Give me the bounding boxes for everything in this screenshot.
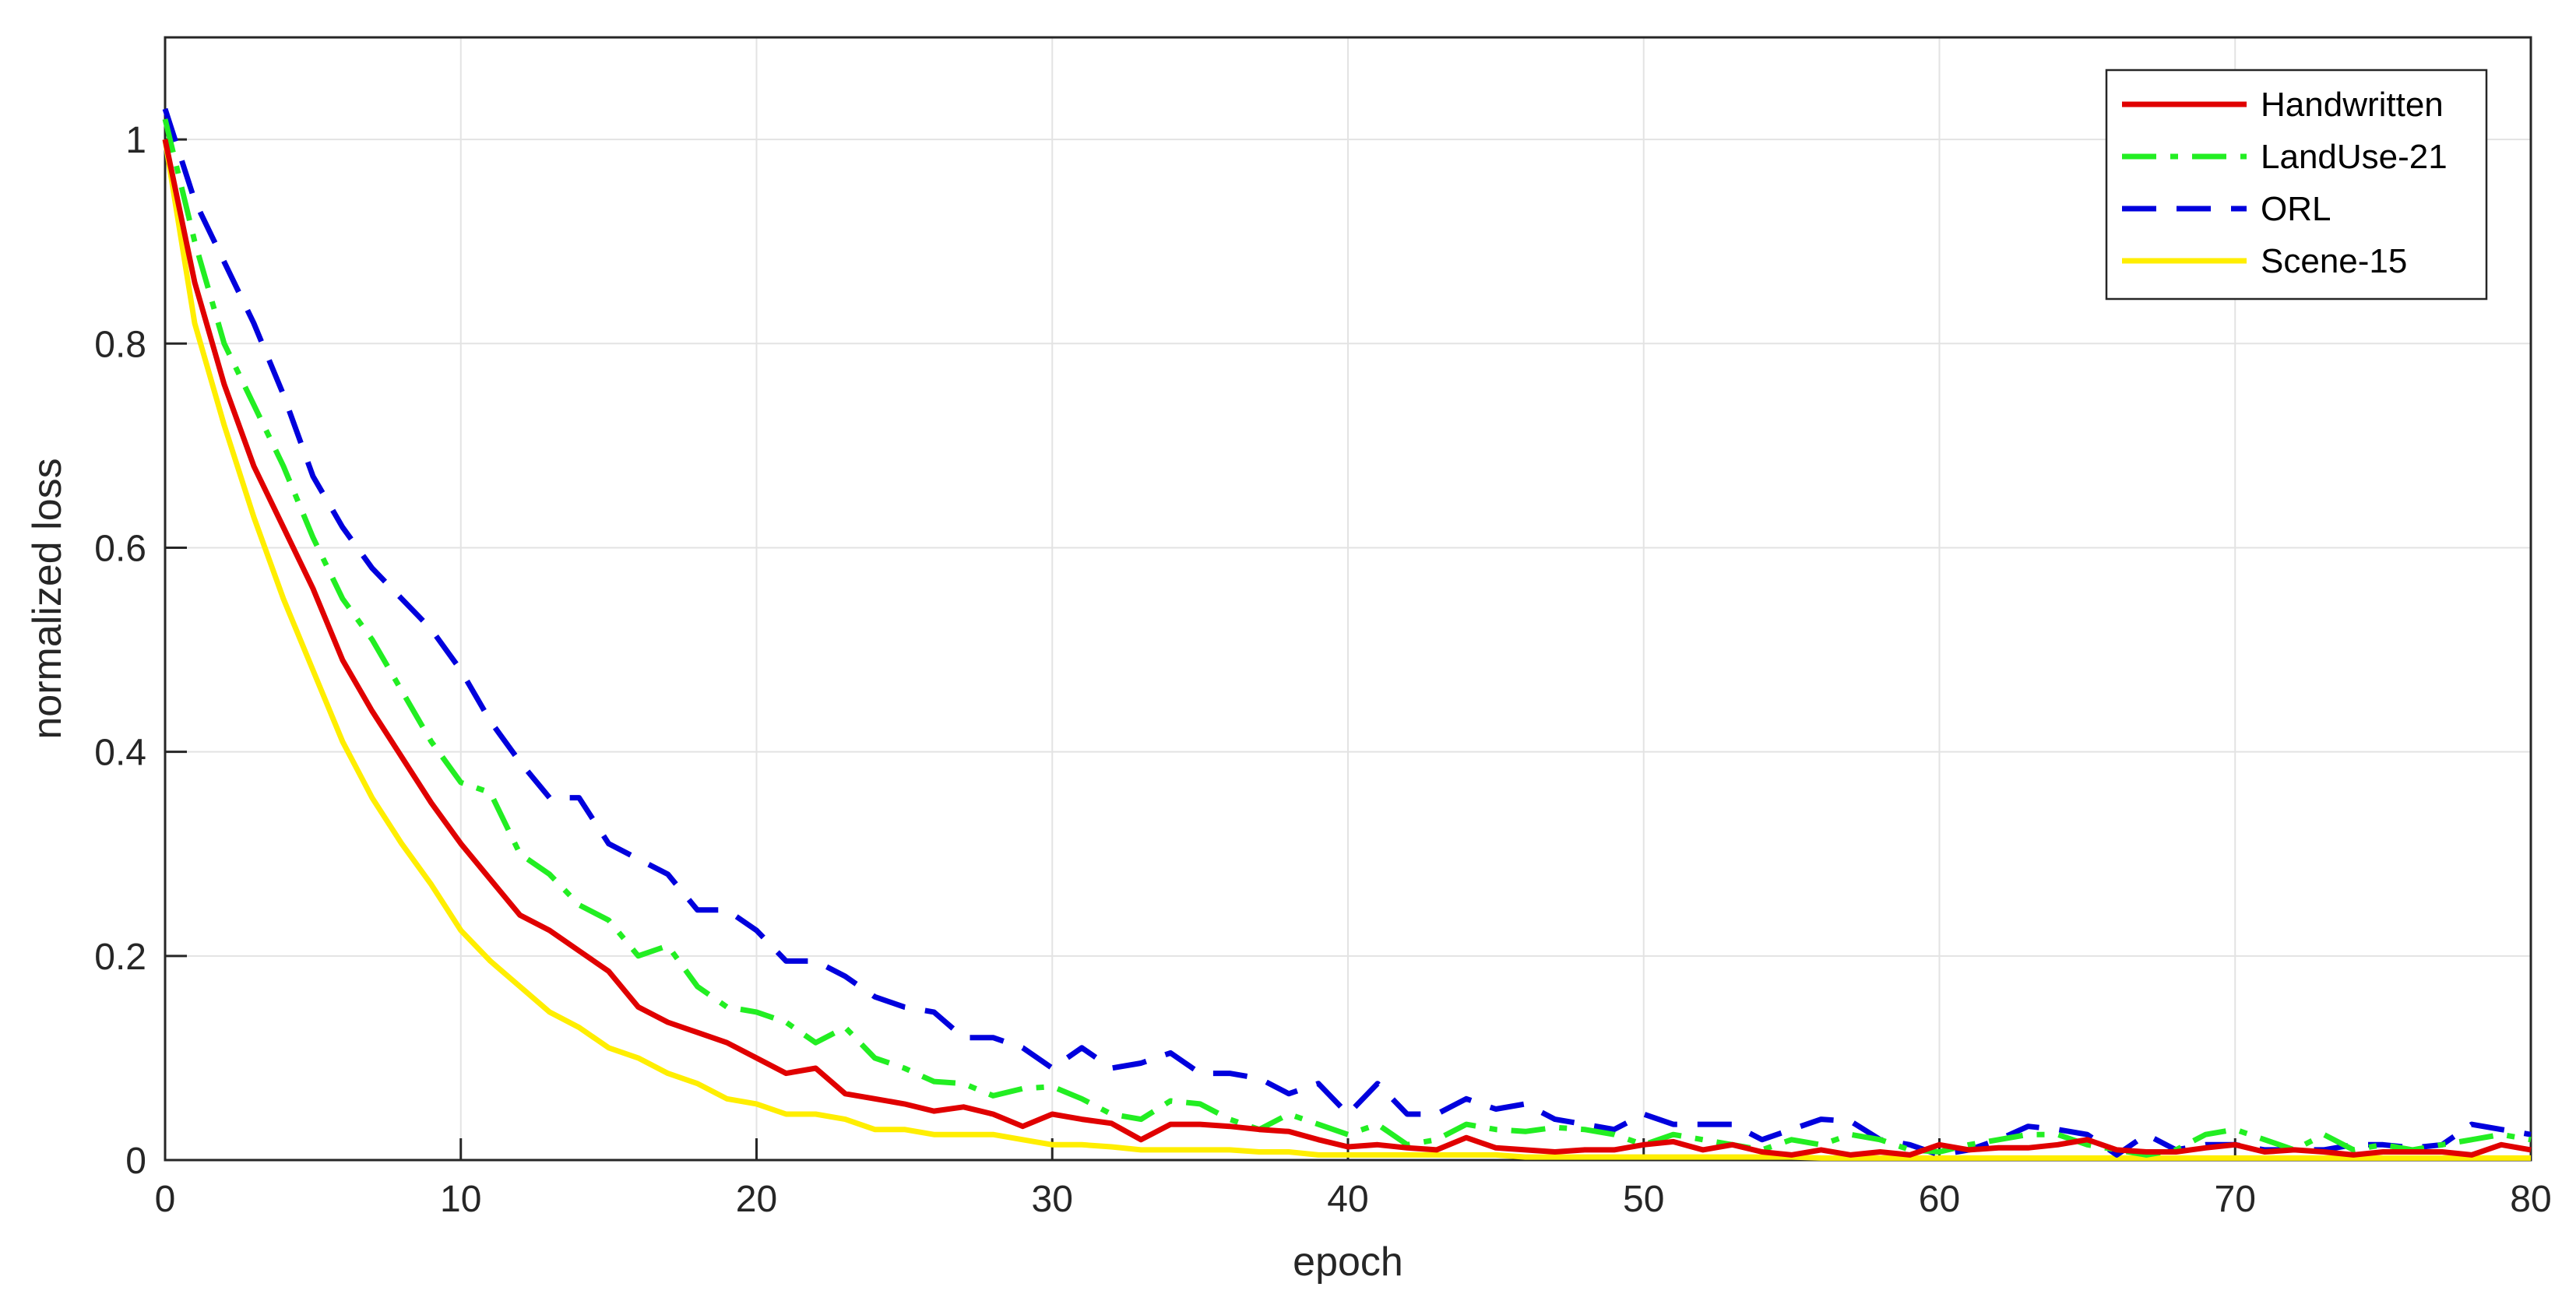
x-tick-label: 10 bbox=[440, 1179, 481, 1220]
x-tick-label: 50 bbox=[1623, 1179, 1664, 1220]
series-line-orl bbox=[162, 107, 2532, 1158]
y-tick-label: 0.6 bbox=[94, 528, 146, 569]
x-tick-label: 20 bbox=[736, 1179, 777, 1220]
legend-label: LandUse-21 bbox=[2261, 138, 2448, 176]
x-tick-label: 0 bbox=[155, 1179, 176, 1220]
x-tick-label: 70 bbox=[2215, 1179, 2256, 1220]
y-tick-label: 0 bbox=[125, 1141, 146, 1182]
x-axis-label: epoch bbox=[1293, 1239, 1403, 1285]
y-axis-label: normalized loss bbox=[25, 458, 70, 739]
x-tick-label: 80 bbox=[2510, 1179, 2551, 1220]
y-tick-labels: 0 0.2 0.4 0.6 0.8 1 bbox=[94, 120, 146, 1182]
legend: Handwritten LandUse-21 ORL Scene-15 bbox=[2105, 69, 2488, 301]
legend-label: Scene-15 bbox=[2261, 242, 2407, 280]
legend-label: Handwritten bbox=[2261, 86, 2444, 124]
x-tick-label: 40 bbox=[1327, 1179, 1368, 1220]
y-tick-label: 0.8 bbox=[94, 324, 146, 365]
legend-entries: Handwritten LandUse-21 ORL Scene-15 bbox=[2122, 86, 2448, 280]
y-tick-label: 1 bbox=[125, 120, 146, 161]
x-tick-label: 60 bbox=[1919, 1179, 1960, 1220]
legend-label: ORL bbox=[2261, 190, 2331, 228]
series-lines bbox=[162, 107, 2532, 1161]
y-tick-label: 0.4 bbox=[94, 733, 146, 774]
x-tick-label: 30 bbox=[1032, 1179, 1073, 1220]
series-line-handwritten bbox=[162, 139, 2532, 1158]
series-line-scene-15 bbox=[162, 139, 2531, 1161]
grid bbox=[165, 37, 2531, 1160]
y-tick-label: 0.2 bbox=[94, 937, 146, 978]
x-tick-labels: 0 10 20 30 40 50 60 70 80 bbox=[155, 1179, 2552, 1220]
